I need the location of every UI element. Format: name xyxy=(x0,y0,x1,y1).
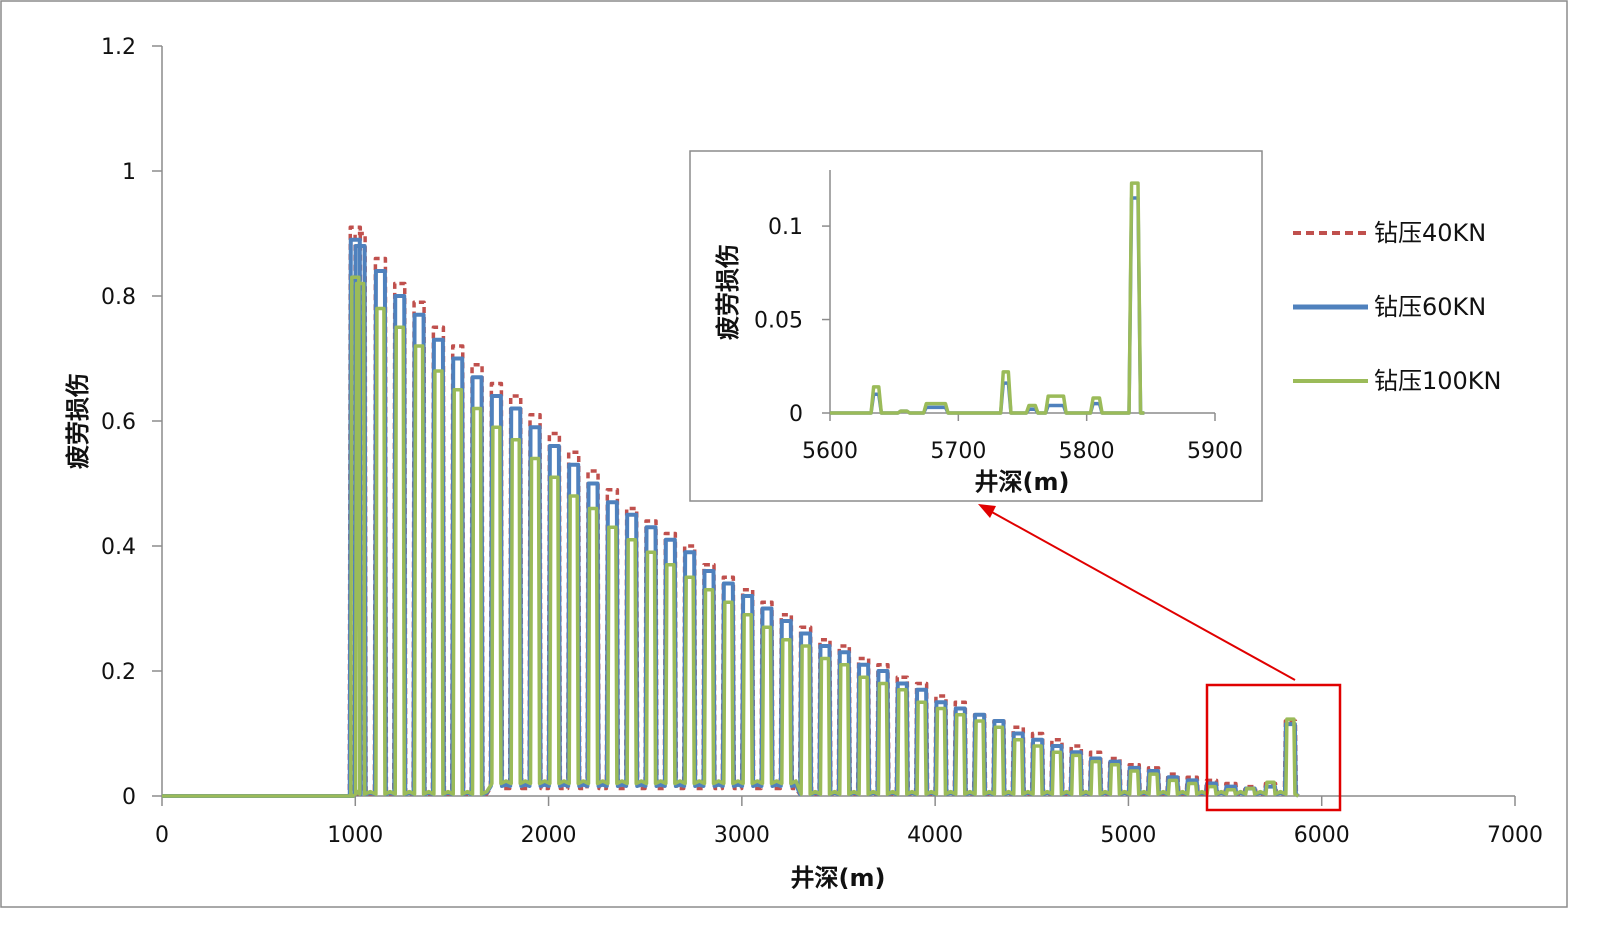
inset-y-tick-label: 0.05 xyxy=(754,309,803,334)
inset-y-axis-title: 疲劳损伤 xyxy=(714,244,742,340)
inset-y-tick-label: 0.1 xyxy=(768,215,803,240)
legend-label-60kn: 钻压60KN xyxy=(1374,293,1486,321)
inset-y-ticks: 0 0.05 0.1 xyxy=(754,215,830,427)
inset-x-ticks: 5600 5700 5800 5900 xyxy=(802,413,1243,464)
series-100kn-line xyxy=(162,275,1300,798)
main-x-tick-label: 5000 xyxy=(1100,823,1156,848)
legend-label-100kn: 钻压100KN xyxy=(1374,367,1502,395)
inset-x-tick-label: 5800 xyxy=(1059,439,1115,464)
inset-y-tick-label: 0 xyxy=(789,402,803,427)
inset-panel xyxy=(689,150,1263,502)
inset-x-axis-title: 井深(m) xyxy=(975,468,1070,496)
callout-arrow-line xyxy=(989,510,1296,681)
inset-plot-area xyxy=(830,181,1145,415)
main-y-ticks: 0 0.2 0.4 0.6 0.8 1 1.2 xyxy=(101,35,162,810)
main-y-tick-label: 0.6 xyxy=(101,410,136,435)
inset-x-tick-label: 5900 xyxy=(1187,439,1243,464)
main-x-ticks: 0 1000 2000 3000 4000 5000 6000 7000 xyxy=(155,796,1543,848)
main-y-tick-label: 1.2 xyxy=(101,35,136,60)
main-x-tick-label: 6000 xyxy=(1294,823,1350,848)
main-y-tick-label: 0 xyxy=(122,785,136,810)
highlight-box xyxy=(1205,683,1342,812)
main-x-tick-label: 2000 xyxy=(521,823,577,848)
callout-arrow-head xyxy=(978,504,996,518)
main-y-tick-label: 0.2 xyxy=(101,660,136,685)
main-y-axis: 0 0.2 0.4 0.6 0.8 1 1.2 xyxy=(101,35,163,810)
main-x-tick-label: 3000 xyxy=(714,823,770,848)
main-x-tick-label: 0 xyxy=(155,823,169,848)
legend: 钻压40KN 钻压60KN 钻压100KN xyxy=(1293,219,1502,395)
inset-x-tick-label: 5700 xyxy=(930,439,986,464)
legend-label-40kn: 钻压40KN xyxy=(1374,219,1486,247)
main-y-tick-label: 1 xyxy=(122,160,136,185)
inset-series-100kn-line xyxy=(830,181,1145,415)
main-y-tick-label: 0.8 xyxy=(101,285,136,310)
main-y-tick-label: 0.4 xyxy=(101,535,136,560)
main-x-tick-label: 1000 xyxy=(327,823,383,848)
inset-x-tick-label: 5600 xyxy=(802,439,858,464)
main-plot-area xyxy=(162,225,1300,798)
main-x-tick-label: 4000 xyxy=(907,823,963,848)
main-x-tick-label: 7000 xyxy=(1487,823,1543,848)
main-y-axis-title: 疲劳损伤 xyxy=(64,373,92,469)
main-x-axis-title: 井深(m) xyxy=(791,864,886,892)
